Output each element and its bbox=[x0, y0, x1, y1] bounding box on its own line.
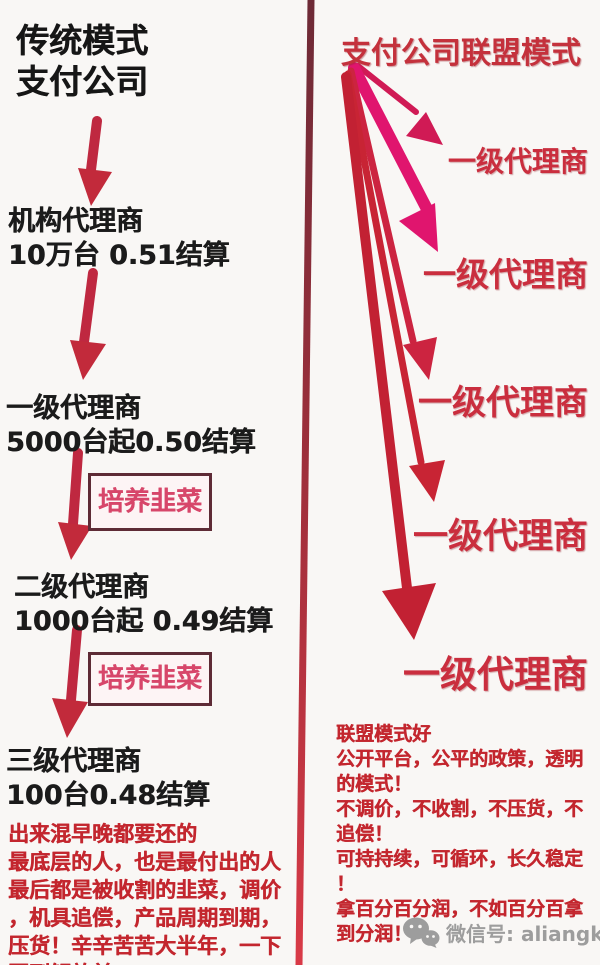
left-arrow-down-icon-3 bbox=[58, 448, 92, 560]
benefit-line: 追偿！ bbox=[336, 823, 394, 845]
right-fan-arrow-icon-3 bbox=[347, 67, 437, 380]
warning-line: 回到解放前 bbox=[8, 960, 281, 965]
leek-badge-2: 培养韭菜 bbox=[88, 652, 212, 706]
level-name: 二级代理商 bbox=[14, 572, 149, 603]
right-fan-arrow-icon-5 bbox=[341, 72, 436, 640]
agent-label-5: 一级代理商 bbox=[403, 653, 588, 696]
right-title: 支付公司联盟模式 bbox=[341, 36, 581, 71]
level-name: 机构代理商 bbox=[8, 206, 143, 237]
level-detail: 100台0.48结算 bbox=[6, 780, 210, 811]
left-title: 传统模式 支付公司 bbox=[16, 20, 148, 102]
benefit-line: 拿百分百分润，不如百分百拿 bbox=[336, 898, 584, 920]
right-fan-arrow-icon-4 bbox=[344, 70, 445, 502]
benefit-line: 可持持续，可循环，长久稳定 bbox=[336, 848, 584, 870]
left-title-line: 支付公司 bbox=[16, 62, 148, 101]
warning-line: 最底层的人，也是最付出的人 bbox=[8, 850, 281, 874]
right-fan-arrow-icon-1 bbox=[355, 63, 443, 145]
level-third-agent: 三级代理商 100台0.48结算 bbox=[6, 745, 210, 813]
warning-line: 压货！辛辛苦苦大半年，一下 bbox=[8, 934, 281, 958]
benefit-line: 公开平台，公平的政策，透明 bbox=[336, 748, 584, 770]
left-title-line: 传统模式 bbox=[16, 21, 148, 60]
level-detail: 1000台起 0.49结算 bbox=[14, 606, 274, 637]
benefit-line: ！ bbox=[336, 873, 356, 895]
agent-label-1: 一级代理商 bbox=[447, 145, 588, 178]
right-benefits-paragraph: 联盟模式好 公开平台，公平的政策，透明 的模式！ 不调价，不收割，不压货，不 追… bbox=[336, 722, 583, 947]
level-institution-agent: 机构代理商 10万台 0.51结算 bbox=[8, 205, 230, 273]
level-first-agent: 一级代理商 5000台起0.50结算 bbox=[6, 392, 256, 460]
leek-badge-label: 培养韭菜 bbox=[97, 487, 202, 517]
benefit-line: 的模式！ bbox=[336, 773, 413, 795]
divider-line bbox=[295, 0, 315, 965]
level-name: 三级代理商 bbox=[6, 746, 141, 777]
level-detail: 5000台起0.50结算 bbox=[6, 427, 256, 458]
warning-line: 最后都是被收割的韭菜，调价 bbox=[8, 878, 281, 902]
level-name: 一级代理商 bbox=[6, 393, 141, 424]
wechat-icon bbox=[403, 917, 440, 948]
left-arrow-down-icon-2 bbox=[70, 268, 106, 380]
agent-label-3: 一级代理商 bbox=[418, 383, 588, 423]
level-detail: 10万台 0.51结算 bbox=[8, 240, 230, 271]
watermark-text: 微信号: aliangketang bbox=[446, 921, 600, 946]
agent-label-2: 一级代理商 bbox=[423, 255, 588, 294]
wechat-watermark: 微信号: aliangketang bbox=[402, 916, 600, 948]
agent-label-4: 一级代理商 bbox=[412, 517, 588, 557]
leek-badge-label: 培养韭菜 bbox=[97, 664, 202, 694]
benefit-line: 联盟模式好 bbox=[336, 723, 432, 745]
level-second-agent: 二级代理商 1000台起 0.49结算 bbox=[14, 571, 273, 639]
benefit-line: 到分润！ bbox=[336, 923, 413, 945]
left-arrow-down-icon-1 bbox=[78, 116, 112, 206]
benefit-line: 不调价，不收割，不压货，不 bbox=[336, 798, 584, 820]
left-warning-paragraph: 出来混早晚都要还的 最底层的人，也是最付出的人 最后都是被收割的韭菜，调价 ，机… bbox=[8, 820, 281, 965]
warning-line: ，机具追偿，产品周期到期， bbox=[8, 906, 281, 930]
warning-line: 出来混早晚都要还的 bbox=[8, 822, 197, 846]
right-fan-arrow-icon-2 bbox=[348, 62, 438, 252]
leek-badge-1: 培养韭菜 bbox=[88, 473, 212, 531]
left-arrow-down-icon-4 bbox=[52, 625, 88, 738]
